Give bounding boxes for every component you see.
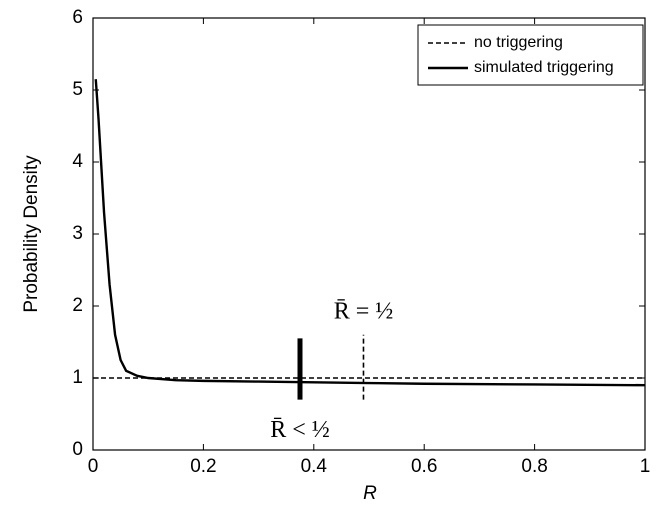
annotation: R̄ < ½ bbox=[270, 417, 330, 443]
annotation: R̄ = ½ bbox=[334, 298, 394, 324]
series-line bbox=[94, 79, 646, 387]
plot-frame bbox=[92, 17, 646, 451]
x-tick-label: 0.2 bbox=[190, 456, 216, 477]
legend-label: no triggering bbox=[474, 34, 563, 51]
x-axis-label: R bbox=[363, 483, 377, 504]
legend-box bbox=[417, 24, 644, 86]
y-tick-label: 1 bbox=[72, 367, 83, 388]
y-axis-label: Probability Density bbox=[21, 155, 42, 313]
legend-label: simulated triggering bbox=[474, 59, 614, 76]
x-tick-label: 0 bbox=[88, 456, 99, 477]
y-tick-label: 6 bbox=[72, 7, 83, 28]
x-tick-label: 1 bbox=[640, 456, 651, 477]
y-tick-label: 2 bbox=[72, 295, 83, 316]
y-tick-label: 3 bbox=[72, 223, 83, 244]
x-tick-label: 0.4 bbox=[301, 456, 328, 477]
y-tick-label: 5 bbox=[72, 79, 83, 100]
y-tick-label: 4 bbox=[72, 151, 83, 172]
x-tick-label: 0.6 bbox=[411, 456, 437, 477]
y-tick-label: 0 bbox=[72, 439, 83, 460]
x-tick-label: 0.8 bbox=[521, 456, 547, 477]
